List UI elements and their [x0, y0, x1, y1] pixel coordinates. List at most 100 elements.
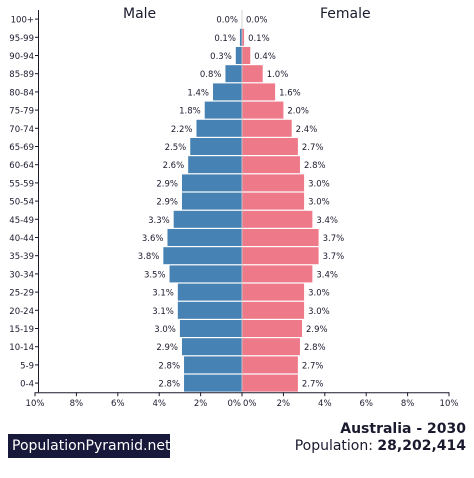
- male-value-label: 2.9%: [156, 343, 178, 353]
- male-value-label: 0.0%: [216, 16, 238, 26]
- male-bar: [235, 47, 242, 64]
- age-group-label: 85-89: [9, 70, 34, 80]
- female-value-label: 0.4%: [254, 52, 276, 62]
- female-bar: [242, 356, 298, 374]
- female-value-label: 0.0%: [246, 16, 268, 26]
- male-bar: [184, 356, 242, 374]
- female-bar: [242, 156, 300, 174]
- x-tick-label: 2%: [194, 399, 208, 409]
- female-value-label: 3.0%: [308, 289, 330, 299]
- male-value-label: 1.4%: [187, 88, 209, 98]
- female-value-label: 2.8%: [304, 161, 326, 171]
- female-bar: [242, 265, 313, 283]
- population-line: Population: 28,202,414: [295, 438, 466, 454]
- female-value-label: 1.0%: [267, 70, 289, 80]
- male-bar: [181, 174, 242, 192]
- female-bar: [242, 138, 298, 155]
- male-value-label: 2.6%: [163, 161, 185, 171]
- male-value-label: 0.8%: [200, 70, 222, 80]
- female-bar: [242, 28, 245, 46]
- x-tick-label: 0%: [228, 399, 242, 409]
- x-tick-label: 10%: [26, 399, 45, 409]
- male-bar: [181, 338, 242, 356]
- population-value: 28,202,414: [377, 438, 466, 454]
- male-bar: [225, 65, 242, 83]
- age-group-label: 70-74: [9, 125, 34, 135]
- age-group-label: 30-34: [9, 270, 34, 280]
- age-group-label: 50-54: [9, 198, 34, 208]
- age-group-label: 40-44: [9, 234, 34, 244]
- male-value-label: 2.2%: [171, 125, 193, 135]
- female-bar: [242, 47, 251, 64]
- age-group-label: 20-24: [9, 307, 34, 317]
- x-tick-label: 6%: [359, 399, 373, 409]
- age-group-label: 15-19: [9, 325, 34, 335]
- site-brand-badge[interactable]: PopulationPyramid.net: [8, 434, 170, 458]
- male-bar: [184, 374, 242, 392]
- age-group-label: 35-39: [9, 252, 34, 262]
- male-bar: [239, 28, 242, 46]
- age-group-label: 5-9: [20, 361, 34, 371]
- female-bar: [242, 374, 298, 392]
- female-bar: [242, 247, 319, 265]
- female-value-label: 2.0%: [287, 107, 309, 117]
- age-group-label: 10-14: [9, 343, 34, 353]
- population-pyramid-chart: 0.0% 0.0% 100+ 0.1% 0.1% 95-99 0.3% 0.4% 90-94 0.…: [9, 10, 459, 409]
- male-value-label: 2.9%: [156, 179, 178, 189]
- female-value-label: 2.7%: [302, 143, 324, 153]
- female-bar: [242, 210, 313, 228]
- male-bar: [177, 283, 242, 301]
- male-value-label: 1.8%: [179, 107, 201, 117]
- female-value-label: 3.4%: [316, 270, 338, 280]
- male-value-label: 3.8%: [138, 252, 160, 262]
- male-bar: [181, 192, 242, 210]
- female-value-label: 2.7%: [302, 380, 324, 390]
- male-header: Male: [123, 6, 157, 22]
- male-bar: [188, 156, 242, 174]
- female-bar: [242, 338, 300, 356]
- male-bar: [167, 229, 242, 246]
- female-bar: [242, 229, 319, 246]
- male-bar: [177, 301, 242, 319]
- male-value-label: 3.0%: [154, 325, 176, 335]
- male-bar: [196, 119, 242, 137]
- male-value-label: 3.1%: [152, 307, 174, 317]
- male-value-label: 2.8%: [158, 380, 180, 390]
- male-value-label: 2.5%: [165, 143, 187, 153]
- male-value-label: 3.5%: [144, 270, 166, 280]
- male-value-label: 0.3%: [210, 52, 232, 62]
- age-group-label: 75-79: [9, 107, 34, 117]
- female-value-label: 3.7%: [323, 252, 345, 262]
- x-tick-label: 10%: [440, 399, 459, 409]
- x-tick-label: 4%: [318, 399, 332, 409]
- female-header: Female: [320, 6, 371, 22]
- age-group-label: 95-99: [9, 34, 34, 44]
- female-value-label: 3.4%: [316, 216, 338, 226]
- male-bar: [204, 101, 242, 119]
- male-bar: [179, 320, 242, 337]
- age-group-label: 80-84: [9, 88, 34, 98]
- age-group-label: 55-59: [9, 179, 34, 189]
- male-bar: [169, 265, 242, 283]
- female-value-label: 2.7%: [302, 361, 324, 371]
- male-value-label: 3.3%: [148, 216, 170, 226]
- female-bar: [242, 192, 305, 210]
- age-group-label: 45-49: [9, 216, 34, 226]
- female-bar: [242, 320, 303, 337]
- x-tick-label: 8%: [70, 399, 84, 409]
- age-group-label: 60-64: [9, 161, 34, 171]
- female-bar: [242, 283, 305, 301]
- x-tick-label: 6%: [111, 399, 125, 409]
- male-bar: [173, 210, 242, 228]
- female-value-label: 1.6%: [279, 88, 301, 98]
- male-value-label: 3.6%: [142, 234, 164, 244]
- female-bar: [242, 83, 276, 101]
- female-value-label: 3.0%: [308, 307, 330, 317]
- female-bar: [242, 101, 284, 119]
- age-group-label: 100+: [11, 16, 34, 26]
- x-tick-label: 8%: [401, 399, 415, 409]
- female-value-label: 2.9%: [306, 325, 328, 335]
- x-tick-label: 2%: [277, 399, 291, 409]
- female-value-label: 3.0%: [308, 179, 330, 189]
- female-value-label: 0.1%: [248, 34, 270, 44]
